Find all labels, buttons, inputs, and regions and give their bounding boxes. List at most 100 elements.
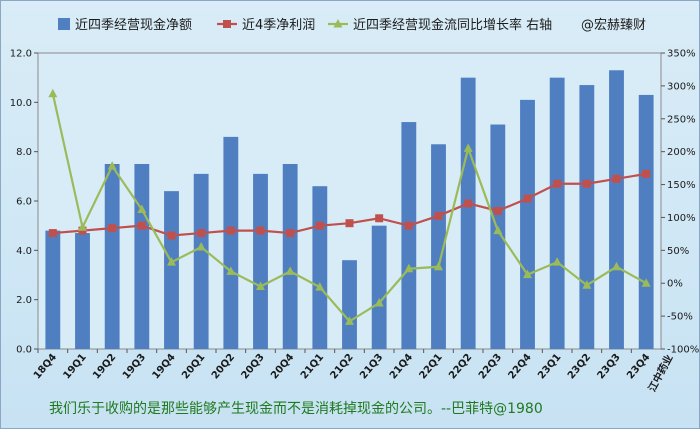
x-tick-label: 21Q2	[328, 352, 355, 382]
x-tick-label: 21Q4	[388, 352, 415, 382]
x-tick-label: 19Q3	[121, 352, 148, 382]
growth-point	[552, 257, 562, 266]
profit-point	[553, 179, 562, 188]
legend-label-growth: 近四季经营现金流同比增长率 右轴	[353, 17, 552, 33]
y-axis-right: -100% -50% 0% 50% 100% 150% 200% 250% 300% 350%	[661, 49, 699, 356]
bar	[75, 233, 90, 349]
x-tick-label: 22Q4	[506, 352, 533, 382]
bar	[609, 70, 624, 350]
growth-point	[107, 161, 117, 170]
bar	[342, 260, 357, 349]
x-tick-label: 19Q4	[150, 352, 177, 382]
x-tick-label: 23Q2	[566, 352, 593, 382]
bar	[134, 164, 150, 349]
legend-watermark: @宏赫臻财	[581, 18, 646, 33]
bar	[253, 173, 268, 349]
x-tick-label: 18Q4	[32, 352, 59, 382]
profit-point	[582, 179, 591, 188]
bar	[638, 94, 654, 349]
bar	[193, 173, 209, 349]
profit-point	[226, 226, 235, 235]
profit-point	[256, 226, 265, 235]
growth-point	[48, 88, 58, 98]
y-right-tick-label: -50%	[667, 312, 693, 323]
bar	[401, 122, 417, 349]
x-axis: 18Q4 19Q1 19Q2 19Q3 19Q4 20Q1 20Q2 20Q3 20Q4 21Q1…	[32, 349, 652, 382]
y-right-tick-label: 250%	[667, 114, 696, 125]
profit-point	[523, 194, 532, 203]
growth-point	[256, 281, 265, 291]
growth-point	[226, 266, 236, 275]
profit-point	[137, 221, 146, 230]
y-right-tick-label: 50%	[667, 246, 689, 257]
bar	[549, 77, 565, 350]
y-left-tick-label: 2.0	[16, 295, 32, 306]
growth-point	[523, 269, 532, 279]
x-tick-label: 19Q2	[91, 352, 118, 382]
y-left-tick-label: 4.0	[16, 246, 32, 257]
growth-point	[493, 225, 503, 235]
y-left-tick-label: 8.0	[16, 147, 32, 158]
x-tick-label: 22Q1	[417, 352, 444, 382]
growth-point	[434, 261, 443, 271]
y-left-tick-label: 12.0	[10, 49, 32, 60]
y-right-tick-label: 200%	[667, 147, 696, 158]
quote-text: 我们乐于收购的是那些能够产生现金而不是消耗掉现金的公司。--巴菲特@1980	[49, 401, 543, 417]
series-growth	[48, 88, 651, 325]
growth-point	[137, 204, 147, 214]
x-tick-label: 19Q1	[61, 352, 88, 382]
x-tick-label: 23Q1	[536, 352, 563, 382]
y-right-tick-label: -100%	[667, 345, 699, 356]
y-axis-left: 0.0 2.0 4.0 6.0 8.0 10.0 12.0	[10, 49, 38, 356]
growth-point	[404, 263, 414, 273]
bar	[164, 191, 179, 349]
growth-point	[285, 266, 295, 275]
y-left-tick-label: 6.0	[16, 197, 32, 208]
growth-point	[167, 257, 176, 266]
profit-point	[315, 221, 324, 230]
growth-point	[463, 143, 473, 152]
bar	[579, 85, 595, 350]
bar	[223, 136, 239, 349]
profit-point	[286, 229, 295, 238]
legend-swatch-growth	[333, 19, 343, 28]
profit-point	[375, 214, 384, 223]
y-right-tick-label: 100%	[667, 213, 696, 224]
growth-point	[641, 278, 651, 287]
growth-point	[374, 297, 384, 307]
y-right-tick-label: 150%	[667, 180, 696, 191]
x-tick-label: 20Q4	[269, 352, 296, 382]
x-tick-label: 21Q3	[358, 352, 385, 382]
profit-point	[345, 219, 354, 228]
y-right-tick-label: 350%	[667, 49, 696, 60]
x-tick-label: 22Q2	[447, 352, 474, 382]
profit-point	[493, 206, 502, 215]
legend: 近四季经营现金净额 近4季净利润 近四季经营现金流同比增长率 右轴 @宏赫臻财	[58, 17, 646, 33]
x-tick-label: 20Q3	[239, 352, 266, 382]
y-right-tick-label: 0%	[667, 279, 683, 290]
bar	[104, 164, 120, 349]
profit-point	[642, 169, 651, 178]
profit-point	[404, 221, 413, 230]
profit-point	[48, 229, 57, 238]
growth-point	[315, 282, 325, 291]
profit-point	[434, 211, 443, 220]
x-tick-label: 23Q3	[595, 352, 622, 382]
bar	[371, 225, 387, 349]
bar	[460, 77, 476, 350]
growth-point	[196, 242, 206, 251]
profit-point	[167, 231, 176, 240]
x-tick-label: 22Q3	[477, 352, 504, 382]
growth-point	[345, 316, 354, 325]
x-tick-label: 20Q1	[180, 352, 207, 382]
profit-point	[612, 174, 621, 183]
x-tick-label: 21Q1	[299, 352, 326, 382]
profit-point	[197, 229, 206, 238]
bar	[490, 124, 506, 350]
bar	[45, 230, 61, 349]
y-left-tick-label: 0.0	[16, 345, 32, 356]
profit-point	[108, 224, 117, 233]
legend-label-cash: 近四季经营现金净额	[75, 17, 192, 33]
